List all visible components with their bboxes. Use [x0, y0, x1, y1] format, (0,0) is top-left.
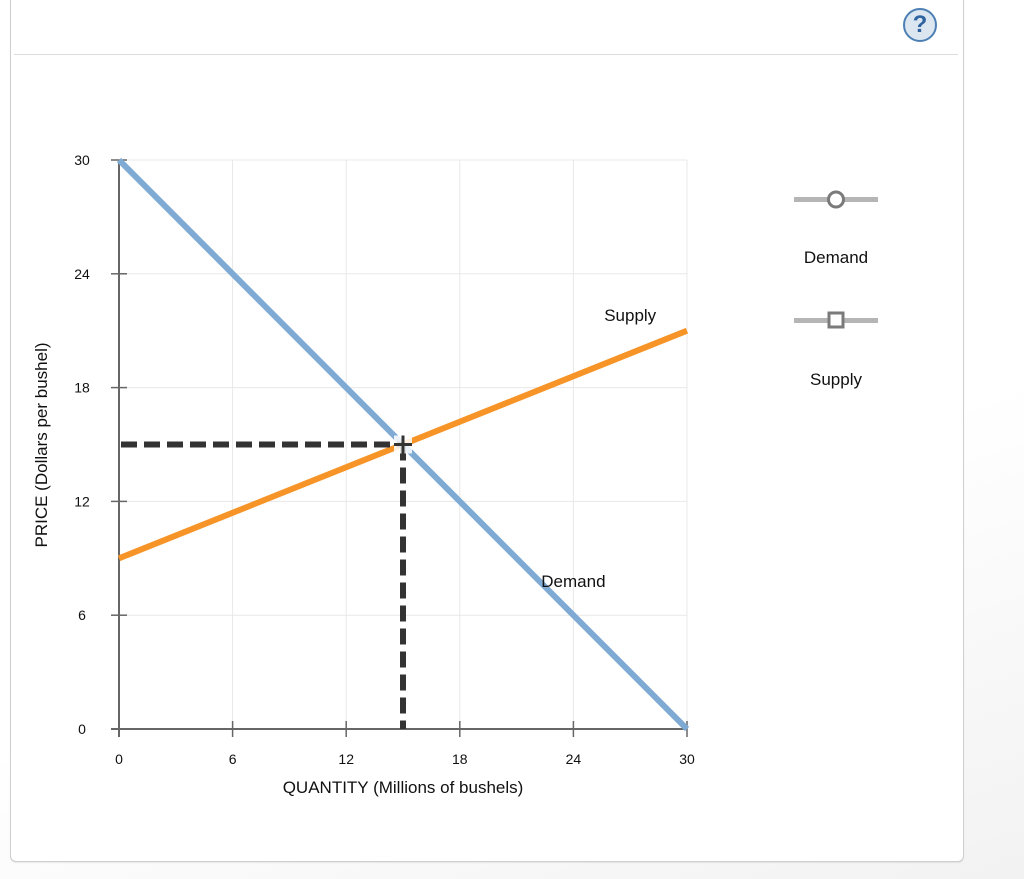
x-tick-label: 24 — [566, 751, 582, 767]
y-axis-title: PRICE (Dollars per bushel) — [32, 342, 51, 547]
y-tick-label: 24 — [74, 266, 90, 282]
y-tick-label: 18 — [74, 380, 90, 396]
question-icon: ? — [912, 11, 928, 38]
x-tick-label: 18 — [452, 751, 468, 767]
tick-labels: 0 6 12 18 24 30 0 6 12 18 24 30 — [74, 152, 695, 767]
x-tick-label: 6 — [229, 751, 237, 767]
graph-panel — [10, 0, 964, 862]
x-tick-label: 0 — [115, 751, 123, 767]
x-tick-label: 12 — [338, 751, 354, 767]
axes — [111, 159, 688, 737]
y-tick-label: 12 — [74, 493, 90, 509]
grid-lines — [119, 159, 688, 729]
header-divider — [14, 54, 958, 55]
demand-curve-label: Demand — [541, 572, 605, 591]
equilibrium-guides[interactable] — [121, 435, 412, 730]
x-tick-label: 30 — [679, 751, 695, 767]
circle-marker-icon[interactable] — [780, 186, 900, 216]
square-marker-icon[interactable] — [780, 308, 900, 338]
supply-curve-label: Supply — [604, 306, 656, 325]
y-tick-label: 30 — [74, 152, 90, 168]
legend-label-supply: Supply — [810, 370, 862, 389]
x-axis-title: QUANTITY (Millions of bushels) — [283, 778, 524, 797]
y-tick-label: 0 — [78, 721, 86, 737]
help-button[interactable]: ? — [903, 8, 937, 42]
curve-labels: Demand Supply — [541, 306, 656, 591]
y-tick-label: 6 — [78, 607, 86, 623]
legend-label-demand: Demand — [803, 248, 869, 267]
